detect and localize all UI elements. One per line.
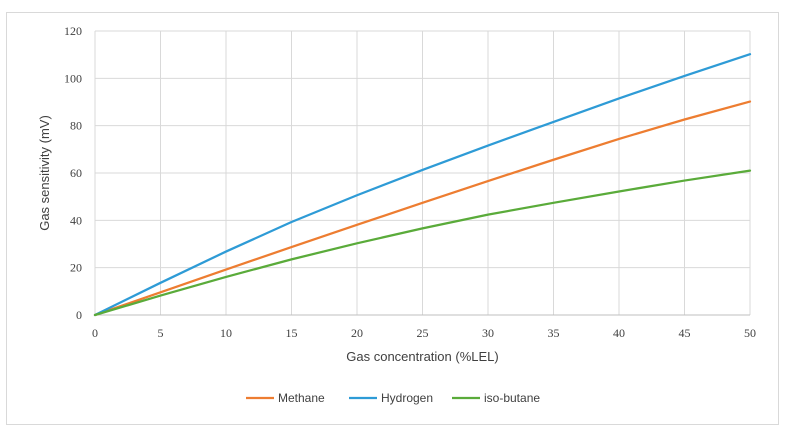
legend-label: Hydrogen	[381, 391, 433, 405]
x-tick-label: 30	[482, 326, 494, 340]
y-tick-label: 60	[70, 166, 82, 180]
x-axis-title: Gas concentration (%LEL)	[346, 349, 498, 364]
y-tick-labels: 0 20 40 60 80 100 120	[64, 24, 82, 322]
x-tick-labels: 0 5 10 15 20 25 30 35 40 45 50	[92, 326, 756, 340]
x-tick-label: 25	[417, 326, 429, 340]
legend-label: iso-butane	[484, 391, 540, 405]
x-tick-label: 10	[220, 326, 232, 340]
y-tick-label: 100	[64, 71, 82, 85]
y-tick-label: 40	[70, 213, 82, 227]
x-tick-label: 45	[679, 326, 691, 340]
y-axis-title: Gas sensitivity (mV)	[37, 115, 52, 231]
x-tick-label: 35	[548, 326, 560, 340]
x-tick-label: 50	[744, 326, 756, 340]
legend-label: Methane	[278, 391, 325, 405]
y-tick-label: 20	[70, 261, 82, 275]
y-tick-label: 0	[76, 308, 82, 322]
series-lines	[93, 53, 752, 317]
series-line-iso-butane	[93, 169, 752, 317]
grid-lines	[94, 30, 751, 315]
series-line-hydrogen	[93, 53, 752, 317]
x-tick-label: 40	[613, 326, 625, 340]
chart-frame	[6, 12, 779, 425]
x-tick-label: 0	[92, 326, 98, 340]
x-tick-label: 15	[286, 326, 298, 340]
series-line-methane	[93, 100, 752, 317]
x-tick-label: 20	[351, 326, 363, 340]
x-tick-label: 5	[158, 326, 164, 340]
legend: Methane Hydrogen iso-butane	[246, 391, 540, 405]
y-tick-label: 80	[70, 119, 82, 133]
y-tick-label: 120	[64, 24, 82, 38]
